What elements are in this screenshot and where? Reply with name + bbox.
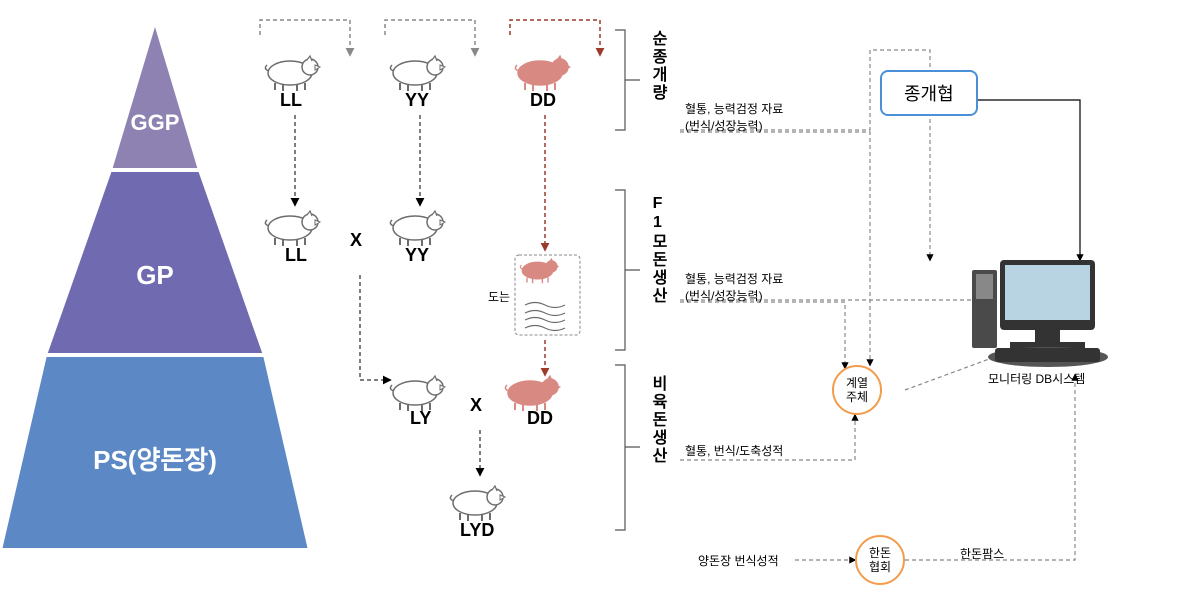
vlabel-top: 순종개량 <box>645 30 669 140</box>
pyramid-bot-label: PS(양돈장) <box>50 440 260 477</box>
gyeyeol-node: 계열 주체 <box>832 365 882 415</box>
pig-yy-ggp-label: YY <box>405 90 429 111</box>
pig-ly-label: LY <box>410 408 431 429</box>
vlabel-bot: 비육돈생산 <box>645 375 669 530</box>
pyramid-top-label: GGP <box>110 110 200 136</box>
flow-label-hps: 한돈팜스 <box>960 545 1004 562</box>
pig-ll-ggp-label: LL <box>280 90 302 111</box>
flow-label-bot: 혈통, 번식/도축성적 <box>685 442 783 459</box>
computer-icon <box>972 260 1108 367</box>
ps-cross: X <box>470 395 482 416</box>
diagram-canvas <box>0 0 1177 597</box>
pig-lyd-label: LYD <box>460 520 494 541</box>
flow-label-top: 혈통, 능력검정 자료 (번식/성장능력) <box>685 100 783 134</box>
pyramid-mid-label: GP <box>90 260 220 291</box>
handon-node: 한돈 협회 <box>855 535 905 585</box>
monitor-label: 모니터링 DB시스템 <box>988 370 1085 387</box>
vlabel-mid: F1모돈생산 <box>645 195 669 350</box>
jonggaehyeop-node: 종개협 <box>880 70 978 116</box>
gp-boxed-label: 도는 <box>488 288 510 305</box>
pig-dd-ps-label: DD <box>527 408 553 429</box>
pig-ll-gp-label: LL <box>285 245 307 266</box>
pig-yy-gp-label: YY <box>405 245 429 266</box>
flow-label-mid: 혈통, 능력검정 자료 (번식/성장능력) <box>685 270 783 304</box>
pig-dd-ggp-label: DD <box>530 90 556 111</box>
flow-label-farm: 양돈장 번식성적 <box>698 552 779 569</box>
gp-cross: X <box>350 230 362 251</box>
